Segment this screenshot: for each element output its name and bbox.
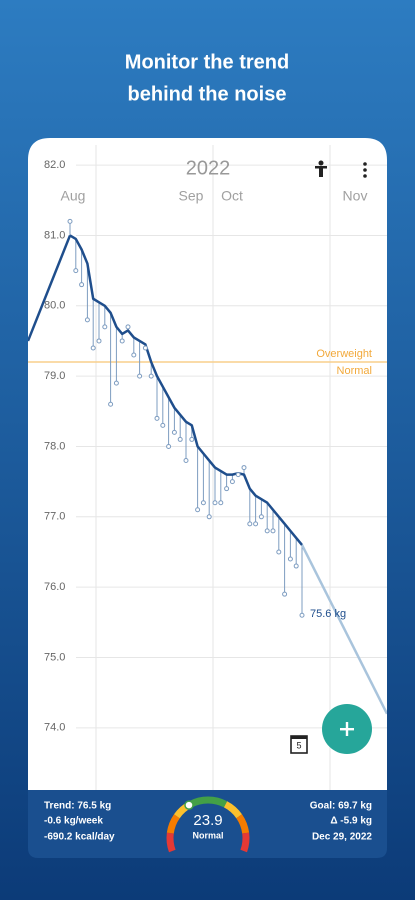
measurement [282,591,288,597]
month-label: Nov [343,188,368,204]
date-text: Dec 29, 2022 [312,832,372,843]
trend-text: Trend: 76.5 kg [44,801,111,812]
measurement [195,507,201,513]
y-tick-label: 75.0 [44,651,65,663]
bmi-value: 23.9 [193,812,222,829]
rate-text: -0.6 kg/week [44,816,103,827]
measurement [166,443,172,449]
y-tick-label: 81.0 [44,229,65,241]
measurement [102,324,108,330]
plot [28,145,387,790]
measurement [299,612,305,618]
measurement [113,380,119,386]
y-tick-label: 82.0 [44,159,65,171]
year-label: 2022 [186,157,231,179]
month-label: Sep [179,188,204,204]
measurement [119,338,125,344]
gauge-segment [236,814,250,834]
measurement [125,324,131,330]
measurement [287,556,293,562]
measurement [247,521,253,527]
delta-text: Δ -5.9 kg [330,816,372,827]
measurement [154,415,160,421]
threshold-above: Overweight [316,348,372,360]
gauge-segment [223,801,242,819]
measurement [212,500,218,506]
summary-panel [28,790,387,858]
y-tick-label: 80.0 [44,300,65,312]
measurement [189,436,195,442]
measurement [224,486,230,492]
forecast-line [300,544,387,715]
headline: behind the noise [128,83,287,105]
measurement [258,514,264,520]
measurement [206,514,212,520]
gauge-segment [240,832,250,853]
month-label: Aug [61,188,86,204]
measurement [148,373,154,379]
y-tick-label: 77.0 [44,511,65,523]
measurement [183,458,189,464]
gauge-segment [207,796,228,808]
bmi-gauge [166,796,250,853]
measurement [137,373,143,379]
gauge-segment [166,832,176,853]
calendar-icon[interactable]: 5 [290,735,308,754]
goal-text: Goal: 69.7 kg [310,801,372,812]
measurement [276,549,282,555]
measurement [142,345,148,351]
card [28,138,387,790]
trend-line [69,234,303,546]
measurement [73,268,79,274]
headline: Monitor the trend [125,51,289,73]
measurement [229,479,235,485]
threshold-below: Normal [337,365,372,377]
gauge-marker [184,800,194,810]
measurement [264,528,270,534]
y-tick-label: 76.0 [44,581,65,593]
measurement [108,401,114,407]
measurement [90,345,96,351]
measurement [253,521,259,527]
add-button[interactable] [322,704,372,754]
month-label: Oct [221,188,243,204]
measurement [293,563,299,569]
measurement [270,528,276,534]
measurement [177,436,183,442]
menu-icon[interactable] [363,162,367,178]
energy-text: -690.2 kcal/day [44,832,115,843]
measurement [79,282,85,288]
last-value-label: 75.6 kg [310,608,346,620]
y-tick-label: 78.0 [44,440,65,452]
gauge-segment [166,814,180,834]
measurement [96,338,102,344]
y-tick-label: 74.0 [44,722,65,734]
y-tick-label: 79.0 [44,370,65,382]
measurement [218,500,224,506]
person-icon[interactable] [315,160,327,178]
measurement [67,218,73,224]
measurement [241,465,247,471]
measurement [160,422,166,428]
trend-lead [28,234,72,342]
measurement [84,317,90,323]
bmi-label: Normal [192,830,223,840]
measurement [131,352,137,358]
measurement [171,429,177,435]
measurement [200,500,206,506]
measurement [235,472,241,478]
calendar-day: 5 [296,740,301,750]
